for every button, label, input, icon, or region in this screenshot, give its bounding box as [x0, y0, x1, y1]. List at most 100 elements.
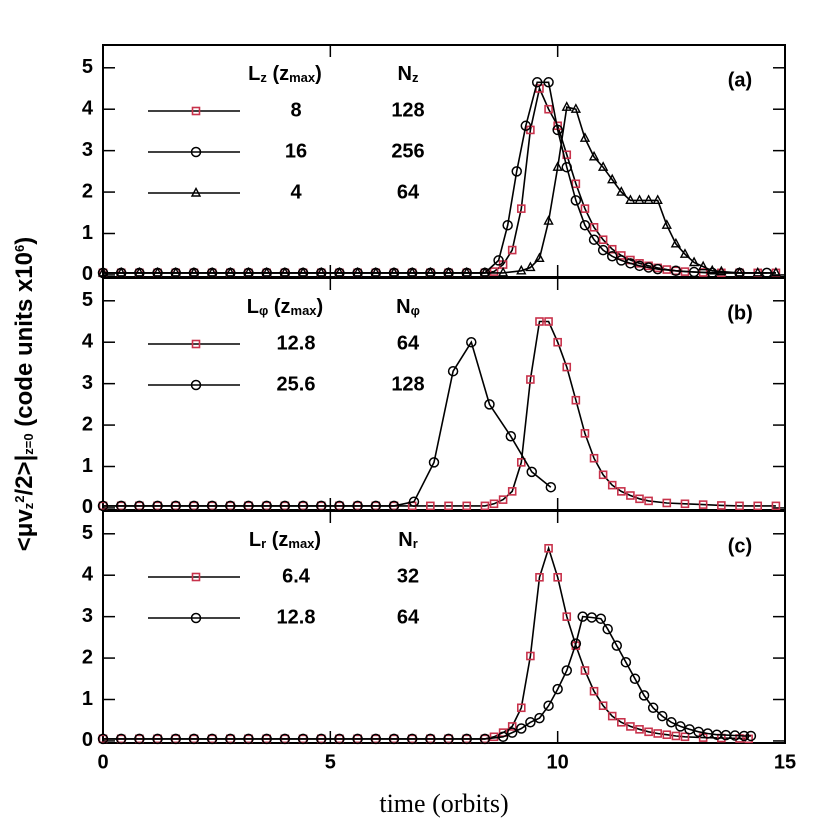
- marker: [602, 623, 613, 635]
- y-axis-label: <μvz2/2>|z=0 (code units x106): [11, 237, 38, 551]
- marker: [297, 733, 309, 745]
- y-tick-label: 3: [82, 605, 93, 627]
- marker: [516, 723, 527, 734]
- marker: [671, 731, 681, 741]
- marker: [531, 77, 543, 88]
- text-part: 2: [12, 495, 27, 502]
- marker: [534, 712, 545, 724]
- marker: [170, 266, 181, 277]
- marker: [579, 132, 591, 142]
- marker: [771, 501, 781, 511]
- panel-label: (c): [728, 535, 752, 557]
- marker: [115, 733, 127, 745]
- text-part: L: [249, 529, 261, 551]
- y-tick-label: 0: [82, 263, 93, 285]
- text-part: 6: [12, 245, 27, 252]
- marker: [225, 733, 236, 745]
- legend-header: Nφ: [396, 296, 420, 318]
- text-part: ): [315, 63, 322, 85]
- text-part: L: [247, 296, 259, 318]
- marker: [588, 150, 600, 161]
- marker: [535, 572, 544, 582]
- marker: [570, 195, 582, 206]
- marker: [134, 733, 145, 745]
- legend-header: Lφ (zmax): [247, 296, 323, 318]
- marker: [753, 501, 763, 511]
- y-tick-label: 3: [82, 139, 93, 161]
- marker: [516, 703, 526, 713]
- text-part: N: [398, 529, 412, 551]
- text-part: r: [413, 536, 418, 551]
- marker: [552, 161, 563, 171]
- marker: [526, 375, 535, 384]
- marker: [505, 431, 517, 442]
- marker: [407, 266, 418, 277]
- marker: [595, 613, 607, 624]
- marker: [635, 725, 644, 734]
- legend-cell: 25.6: [277, 373, 316, 395]
- marker: [553, 572, 562, 582]
- marker: [428, 457, 440, 468]
- text-part: (z: [267, 63, 289, 85]
- marker: [279, 733, 291, 745]
- marker: [570, 638, 582, 649]
- marker: [520, 120, 532, 132]
- series-line: [103, 85, 776, 274]
- marker: [707, 264, 718, 275]
- legend-cell: 6.4: [282, 565, 311, 587]
- marker: [552, 683, 563, 695]
- series-line: [103, 340, 552, 507]
- marker: [315, 733, 327, 745]
- marker: [661, 219, 672, 229]
- y-tick-label: 0: [82, 729, 93, 751]
- marker: [526, 466, 538, 478]
- marker: [134, 266, 145, 277]
- marker: [589, 686, 599, 696]
- marker: [625, 194, 636, 205]
- marker: [670, 237, 682, 248]
- marker: [607, 244, 617, 254]
- marker: [580, 204, 590, 213]
- text-part: z: [412, 70, 419, 85]
- marker: [493, 255, 504, 266]
- text-part: φ: [411, 303, 420, 318]
- marker: [653, 729, 662, 738]
- series-line: [103, 106, 776, 274]
- marker: [534, 252, 545, 263]
- y-tick-label: 2: [82, 413, 93, 435]
- text-part: max: [289, 70, 316, 85]
- marker: [443, 733, 454, 745]
- marker: [334, 266, 345, 277]
- marker: [698, 500, 708, 509]
- x-tick-label: 15: [774, 751, 796, 773]
- marker: [635, 494, 644, 504]
- marker: [553, 337, 562, 347]
- text-part: (z: [266, 529, 288, 551]
- marker: [261, 733, 272, 745]
- legend-cell: 12.8: [277, 332, 316, 354]
- marker: [598, 701, 608, 711]
- marker: [425, 733, 436, 745]
- marker: [466, 336, 477, 348]
- marker: [447, 365, 459, 377]
- marker: [516, 204, 526, 213]
- marker: [652, 194, 663, 205]
- panel-label: (b): [727, 302, 753, 324]
- marker: [656, 710, 668, 722]
- marker: [152, 733, 163, 745]
- y-tick-label: 5: [82, 56, 93, 78]
- text-part: r: [261, 536, 266, 551]
- text-part: ): [314, 529, 321, 551]
- marker: [535, 317, 544, 326]
- legend-cell: 32: [397, 565, 419, 587]
- y-tick-label: 1: [82, 688, 93, 710]
- marker: [752, 266, 763, 277]
- marker: [462, 501, 472, 511]
- marker: [243, 266, 254, 277]
- marker: [675, 721, 686, 732]
- marker: [697, 260, 709, 271]
- marker: [607, 480, 617, 490]
- marker: [662, 730, 672, 740]
- marker: [116, 266, 127, 277]
- marker: [370, 733, 382, 745]
